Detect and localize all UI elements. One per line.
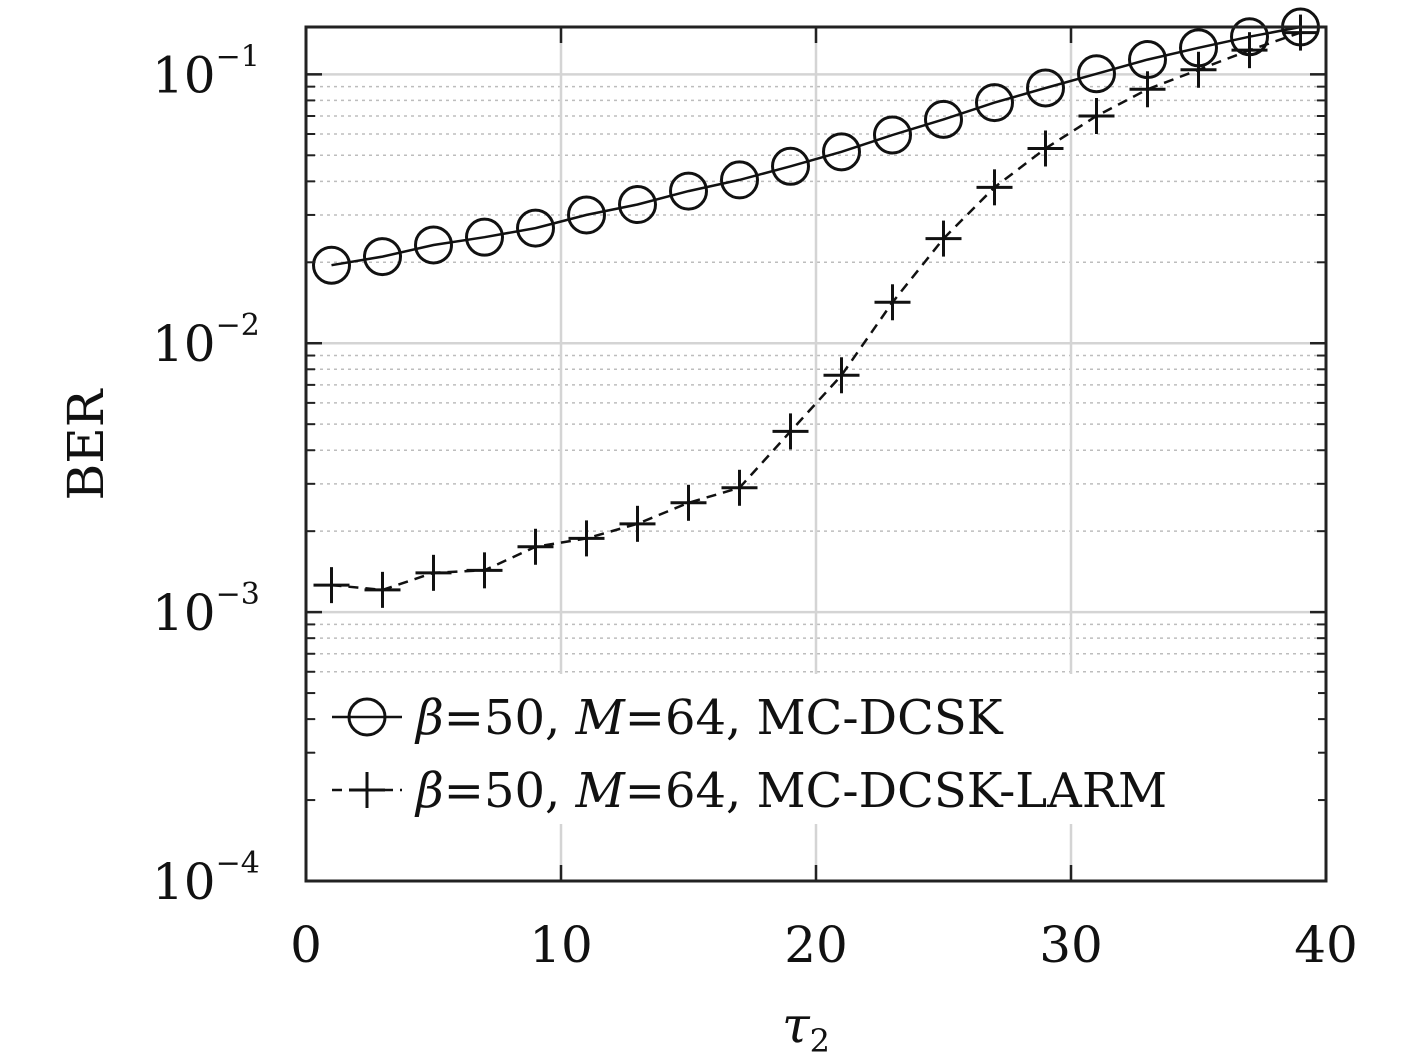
series-1-point: [567, 195, 606, 235]
x-tick-label: 40: [1294, 916, 1358, 974]
legend-label-part: =64, MC-DCSK-LARM: [625, 763, 1167, 819]
series-2-point: [925, 220, 962, 257]
legend-marker-2: [349, 772, 385, 808]
series-2-point: [1129, 71, 1166, 108]
y-tick-label: 10−1: [152, 39, 260, 104]
series-2-point: [874, 284, 911, 321]
series-2-point: [568, 520, 605, 557]
series-2-point: [1231, 32, 1268, 69]
series-2-point: [670, 484, 707, 521]
series-2-point: [1282, 14, 1319, 51]
series-1-point: [771, 146, 810, 186]
series-layer: [312, 7, 1320, 608]
y-axis-label: BER: [57, 388, 115, 500]
legend-label-part: =50,: [444, 690, 576, 746]
series-1-point: [312, 245, 351, 285]
y-tick-label: 10−4: [152, 846, 260, 911]
series-1-point: [363, 237, 402, 277]
series-1: [312, 7, 1320, 285]
legend-label-part: β: [414, 690, 444, 746]
x-tick-label: 10: [529, 916, 593, 974]
tick-marks: [304, 27, 1328, 883]
series-1-point: [414, 225, 453, 265]
series-1-point: [1026, 68, 1065, 108]
legend-label-2: β=50, M=64, MC-DCSK-LARM: [414, 763, 1167, 819]
x-tick-label: 20: [784, 916, 848, 974]
y-tick-label-base: 10: [152, 584, 216, 642]
series-2-point: [313, 567, 350, 604]
x-tick-label: 0: [290, 916, 322, 974]
series-1-point: [1077, 54, 1116, 94]
legend-label-part: β: [414, 763, 444, 819]
x-axis-label: τ2: [782, 996, 830, 1060]
y-tick-label-exponent: −4: [216, 846, 260, 881]
series-1-point: [924, 99, 963, 139]
legend-label-part: =50,: [444, 763, 576, 819]
y-tick-label-exponent: −3: [216, 577, 260, 612]
legend-label-part: M: [575, 763, 627, 819]
series-2-point: [1180, 51, 1217, 88]
series-2-point: [466, 552, 503, 589]
series-2-point: [517, 528, 554, 565]
legend-marker-1: [347, 697, 387, 737]
series-1-point: [669, 171, 708, 211]
y-tick-label-base: 10: [152, 853, 216, 911]
y-tick-labels: 10−410−310−210−1: [152, 39, 260, 911]
series-2-point: [721, 469, 758, 506]
y-tick-label: 10−2: [152, 308, 260, 373]
series-1-point: [720, 160, 759, 200]
legend-box: [318, 674, 1318, 824]
legend-label-part: M: [575, 690, 627, 746]
y-tick-label-base: 10: [152, 315, 216, 373]
series-2-point: [619, 505, 656, 542]
series-2-point: [415, 554, 452, 591]
x-tick-label: 30: [1039, 916, 1103, 974]
series-1-point: [618, 185, 657, 225]
y-tick-label-exponent: −2: [216, 308, 260, 343]
legend-label-1: β=50, M=64, MC-DCSK: [414, 690, 1004, 746]
series-2-point: [823, 357, 860, 394]
series-2-point: [1027, 130, 1064, 167]
series-2: [313, 14, 1319, 608]
series-2-point: [772, 413, 809, 450]
series-2-point: [1078, 97, 1115, 134]
series-2-point: [976, 169, 1013, 206]
series-1-point: [516, 208, 555, 248]
series-1-point: [465, 217, 504, 257]
series-2-point: [364, 571, 401, 608]
series-1-point: [975, 83, 1014, 123]
series-2-line: [331, 31, 1301, 592]
x-axis-label-main: τ: [782, 996, 811, 1054]
x-tick-labels: 0 10 20 30 40: [290, 916, 1358, 974]
y-tick-label-base: 10: [152, 46, 216, 104]
y-tick-label: 10−3: [152, 577, 260, 642]
y-tick-label-exponent: −1: [216, 39, 260, 74]
series-1-point: [873, 115, 912, 155]
series-1-point: [822, 132, 861, 172]
series-1-line: [331, 25, 1301, 267]
legend-label-part: =64, MC-DCSK: [625, 690, 1004, 746]
x-axis-label-sub: 2: [810, 1022, 830, 1060]
